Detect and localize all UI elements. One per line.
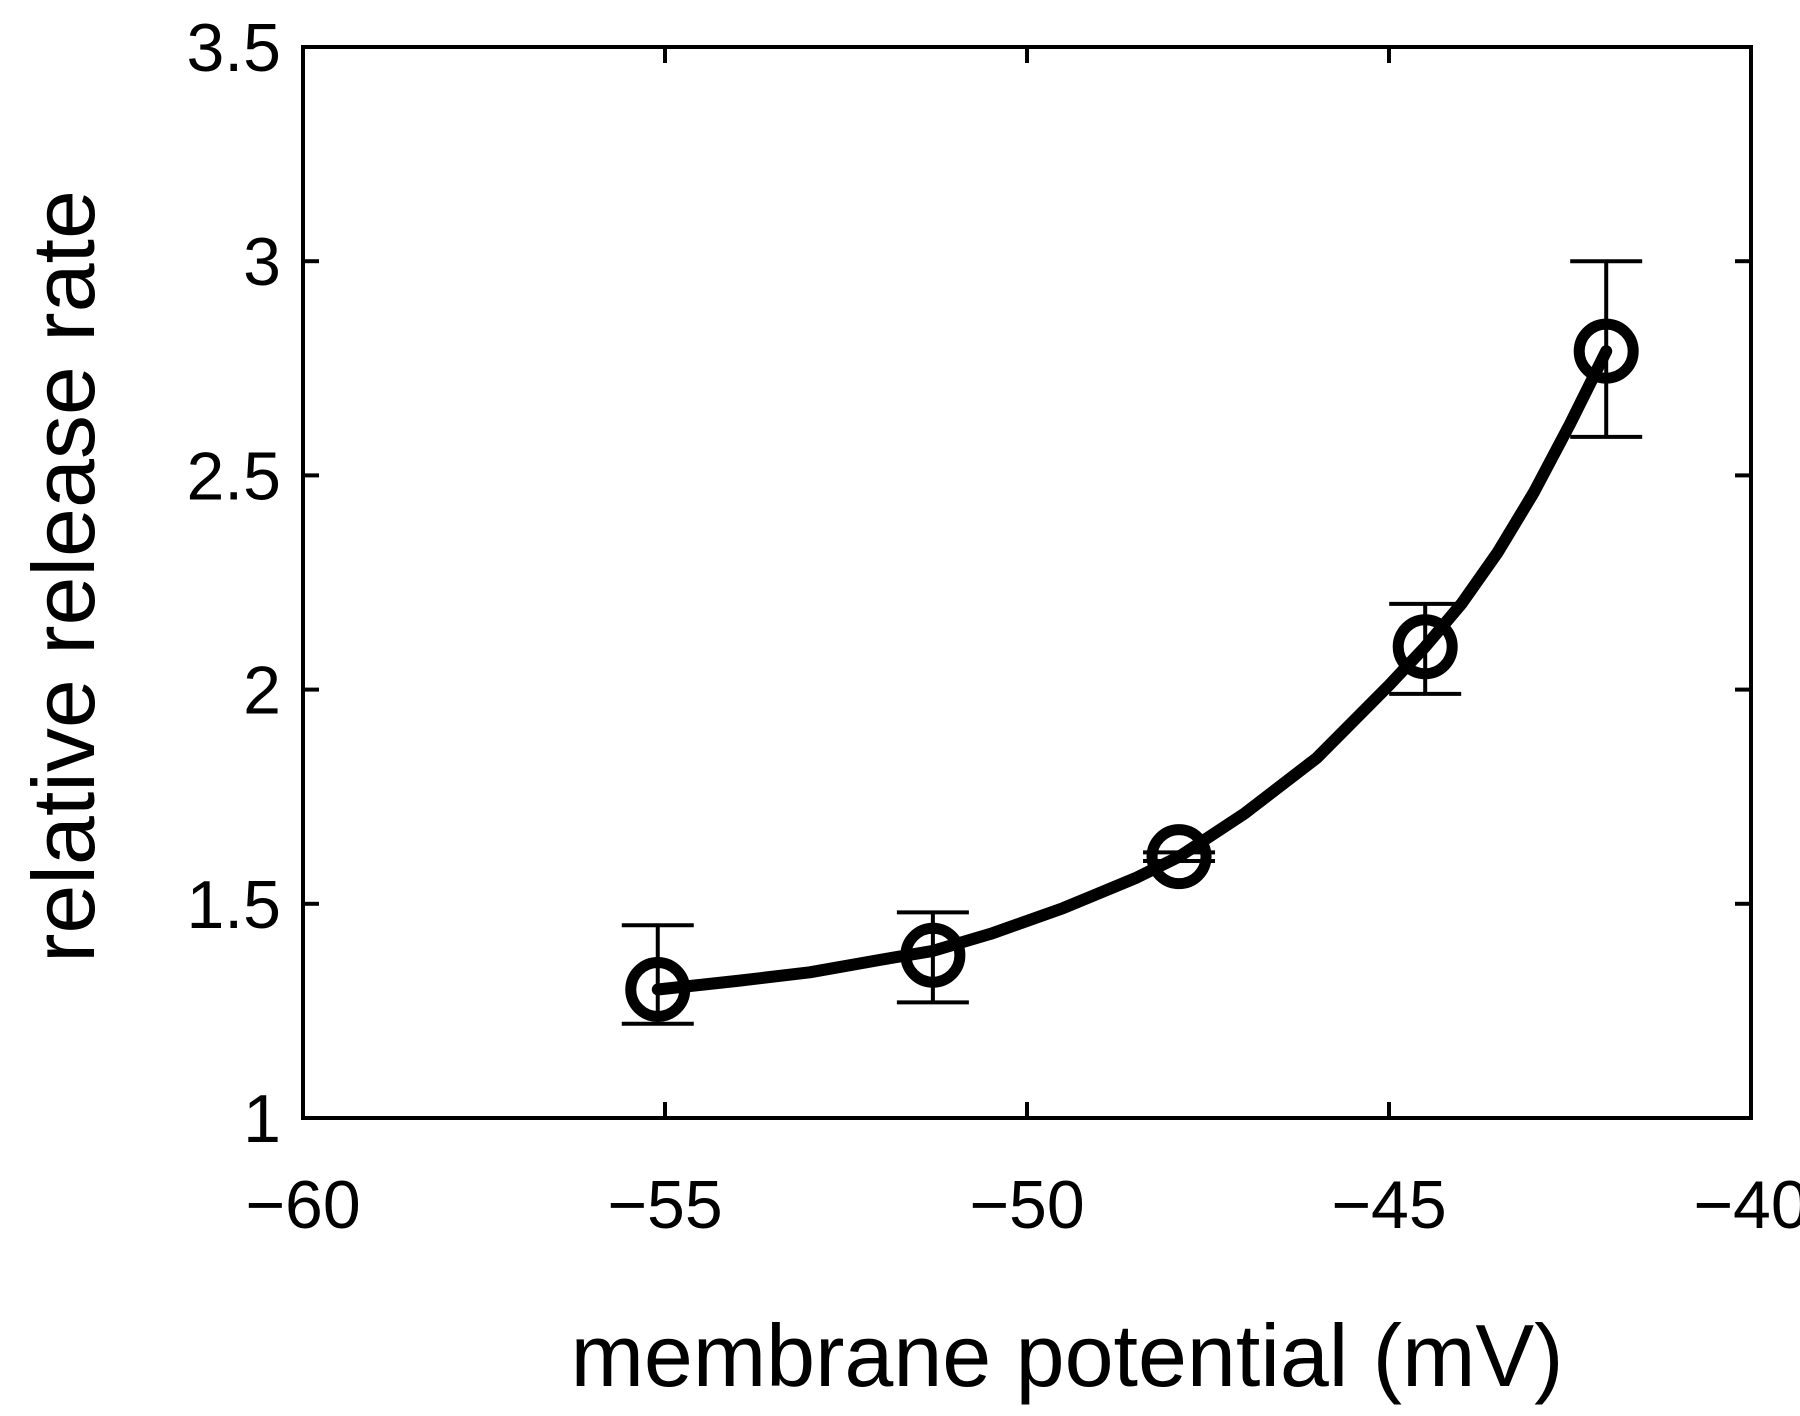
- plot-frame: [301, 45, 1753, 1120]
- x-tick-label: −40: [1693, 1167, 1800, 1243]
- x-axis-title: membrane potential (mV): [571, 1306, 1564, 1405]
- data-point: [1573, 318, 1639, 384]
- y-tick-label: 3: [243, 224, 281, 300]
- y-tick-label: 2.5: [186, 438, 281, 514]
- plot-area: −60 −55 −50 −45 −40 1 1.5 2 2.5 3 3.5: [186, 10, 1800, 1243]
- y-tick-label: 1.5: [186, 867, 281, 943]
- data-point: [625, 956, 691, 1022]
- x-tick-label: −45: [1331, 1167, 1446, 1243]
- x-tick-label: −60: [245, 1167, 360, 1243]
- x-tick-label: −50: [969, 1167, 1084, 1243]
- data-point: [900, 922, 966, 988]
- data-point: [1392, 614, 1458, 680]
- fit-curve: [651, 345, 1613, 996]
- y-tick-label: 3.5: [186, 10, 281, 86]
- y-axis-title: relative release rate: [14, 190, 113, 963]
- data-point: [1146, 824, 1212, 890]
- y-tick-label: 1: [243, 1081, 281, 1157]
- y-tick-label: 2: [243, 653, 281, 729]
- x-tick-label: −55: [607, 1167, 722, 1243]
